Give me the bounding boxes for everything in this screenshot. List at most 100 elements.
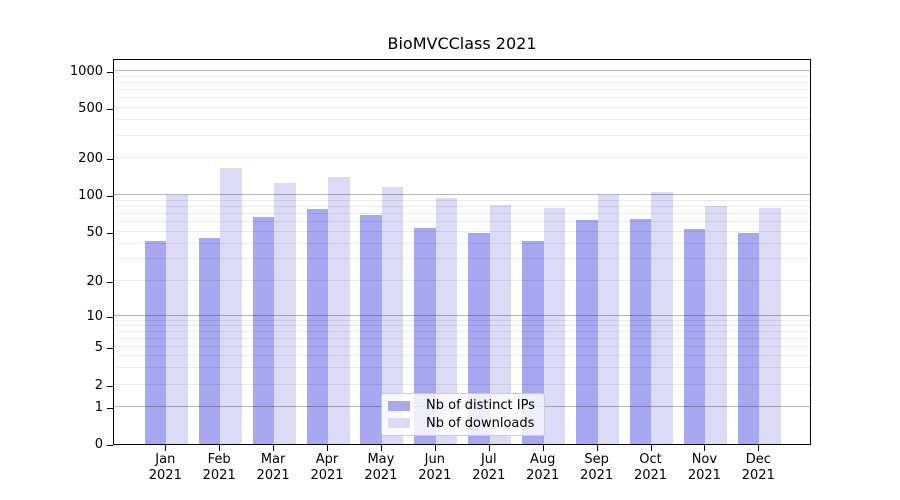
gridline	[114, 194, 810, 195]
bar-downloads	[759, 208, 781, 444]
y-tick-mark	[107, 196, 113, 197]
gridline	[114, 319, 810, 321]
x-tick-year: 2021	[148, 468, 182, 483]
bar-downloads	[489, 204, 512, 444]
gridline	[114, 325, 810, 326]
gridline	[114, 213, 810, 214]
x-tick-label: Jun 2021	[400, 452, 470, 484]
bar-distinct-ips	[360, 214, 382, 444]
y-tick-mark	[107, 109, 113, 110]
x-tick-label: Apr 2021	[292, 452, 362, 484]
y-tick-label: 0	[94, 437, 103, 452]
bar-distinct-ips	[629, 218, 652, 444]
x-tick-label: Sep 2021	[562, 452, 632, 484]
y-tick-mark	[107, 233, 113, 234]
gridline	[114, 231, 810, 232]
y-tick-mark	[107, 386, 113, 387]
gridline	[114, 355, 810, 357]
x-tick-year: 2021	[310, 468, 344, 483]
x-tick-label: Jul 2021	[454, 452, 524, 484]
bar-distinct-ips	[468, 233, 490, 444]
gridline	[114, 97, 810, 99]
x-tick-year: 2021	[741, 468, 775, 483]
x-tick-mark	[273, 445, 275, 451]
bar-distinct-ips	[414, 227, 436, 444]
gridline	[114, 242, 810, 244]
bar-downloads	[381, 187, 404, 444]
bar-distinct-ips	[683, 228, 706, 444]
x-tick-label: Nov 2021	[669, 452, 739, 484]
x-tick-mark	[327, 445, 328, 451]
gridline	[114, 70, 810, 71]
x-tick-label: Aug 2021	[508, 452, 578, 484]
bar-distinct-ips	[576, 219, 598, 444]
chart-title: BioMVCClass 2021	[387, 34, 537, 53]
bar-downloads	[543, 208, 566, 444]
bar-distinct-ips	[252, 217, 275, 444]
y-tick-label: 20	[86, 274, 103, 289]
gridline	[114, 89, 810, 90]
x-tick-mark	[542, 445, 544, 451]
x-tick-year: 2021	[364, 468, 398, 483]
y-tick-mark	[107, 317, 113, 318]
x-tick-year: 2021	[633, 468, 668, 483]
legend-swatch-downloads	[388, 418, 410, 429]
bar-distinct-ips	[144, 241, 167, 444]
x-tick-mark	[434, 445, 436, 451]
x-tick-mark	[219, 445, 221, 451]
bar-downloads	[435, 198, 458, 444]
gridline	[114, 280, 810, 281]
gridline	[114, 331, 810, 332]
y-tick-mark	[107, 348, 113, 349]
y-tick-label: 1	[94, 400, 103, 415]
x-tick-mark	[650, 445, 652, 451]
gridline	[114, 221, 810, 223]
y-tick-mark	[107, 408, 113, 409]
y-tick-mark	[107, 159, 113, 160]
y-tick-label: 200	[78, 151, 103, 166]
y-tick-label: 2	[94, 378, 103, 393]
legend-label-downloads: Nb of downloads	[426, 415, 535, 431]
bar-downloads	[274, 183, 296, 444]
y-tick-mark	[107, 445, 113, 446]
bar-downloads	[166, 195, 188, 444]
gridline	[114, 337, 810, 339]
x-tick-mark	[596, 445, 598, 451]
x-tick-year: 2021	[526, 468, 560, 483]
y-tick-label: 5	[94, 340, 103, 355]
gridline	[114, 205, 810, 207]
x-tick-year: 2021	[687, 468, 721, 483]
x-tick-mark	[165, 445, 167, 451]
x-tick-mark	[488, 445, 490, 451]
gridline	[114, 384, 810, 385]
bar-downloads	[597, 195, 620, 444]
gridline	[114, 367, 810, 369]
bar-distinct-ips	[306, 209, 329, 444]
bar-downloads	[220, 168, 242, 444]
legend-label-distinct-ips: Nb of distinct IPs	[426, 398, 535, 414]
gridline	[114, 199, 810, 201]
x-tick-year: 2021	[256, 468, 290, 483]
y-tick-label: 10	[86, 309, 103, 324]
gridline	[114, 119, 810, 121]
legend-item: Nb of downloads	[388, 416, 538, 431]
legend-swatch-distinct-ips	[388, 400, 410, 411]
bar-distinct-ips	[737, 233, 760, 444]
gridline	[114, 258, 810, 260]
gridline	[114, 346, 810, 347]
gridline	[114, 315, 810, 316]
y-tick-mark	[107, 72, 113, 73]
x-tick-year: 2021	[580, 468, 614, 483]
bar-downloads	[328, 177, 350, 444]
y-tick-label: 50	[86, 225, 103, 240]
x-tick-mark	[380, 445, 382, 451]
x-tick-year: 2021	[472, 468, 506, 483]
legend-item: Nb of distinct IPs	[388, 398, 538, 413]
x-tick-label: May 2021	[346, 452, 416, 484]
bar-distinct-ips	[198, 237, 221, 444]
x-tick-mark	[758, 445, 760, 451]
plot-area	[113, 59, 811, 445]
gridline	[114, 157, 810, 158]
x-tick-label: Mar 2021	[238, 452, 308, 484]
